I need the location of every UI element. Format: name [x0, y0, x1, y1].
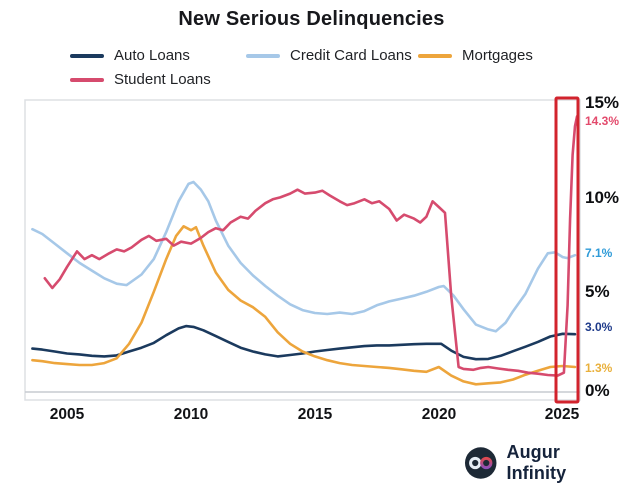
- legend-swatch-auto-loans: [70, 54, 104, 58]
- y-tick-10: 10%: [585, 188, 620, 207]
- x-tick-2025: 2025: [544, 406, 580, 423]
- end-label-mortgages: 1.3%: [585, 361, 613, 375]
- x-tick-2005: 2005: [49, 406, 85, 423]
- legend-item-credit-card-loans: Credit Card Loans: [246, 46, 412, 66]
- x-tick-2015: 2015: [297, 406, 333, 423]
- brand-name: Augur Infinity: [506, 442, 567, 483]
- end-label-credit-card-loans: 7.1%: [585, 246, 613, 260]
- legend-label-auto-loans: Auto Loans: [114, 47, 190, 64]
- x-tick-2020: 2020: [421, 406, 457, 423]
- legend-swatch-credit-card-loans: [246, 54, 280, 58]
- series-line-student-loans: [43, 115, 579, 377]
- y-tick-15: 15%: [585, 93, 620, 112]
- highlight-box-2025: [554, 96, 580, 404]
- series-line-auto-loans: [31, 324, 577, 361]
- legend-swatch-mortgages: [418, 54, 452, 58]
- y-tick-0: 0%: [585, 381, 610, 400]
- x-tick-2010: 2010: [173, 406, 209, 423]
- legend-item-mortgages: Mortgages: [418, 46, 533, 66]
- brand-lockup: Augur Infinity: [464, 442, 623, 484]
- series-lines: [31, 115, 579, 386]
- series-line-credit-card-loans: [31, 180, 577, 333]
- legend-item-auto-loans: Auto Loans: [70, 46, 190, 66]
- infinity-icon: [464, 447, 497, 479]
- plot-border: [24, 99, 581, 401]
- legend-item-student-loans: Student Loans: [70, 70, 211, 90]
- y-tick-5: 5%: [585, 282, 610, 301]
- legend-label-student-loans: Student Loans: [114, 71, 211, 88]
- end-label-auto-loans: 3.0%: [585, 320, 613, 334]
- legend-swatch-student-loans: [70, 78, 104, 82]
- legend-label-mortgages: Mortgages: [462, 47, 533, 64]
- end-label-student-loans: 14.3%: [585, 114, 620, 128]
- chart-title: New Serious Delinquencies: [178, 8, 445, 30]
- legend-label-credit-card-loans: Credit Card Loans: [290, 47, 412, 64]
- series-line-mortgages: [31, 225, 577, 386]
